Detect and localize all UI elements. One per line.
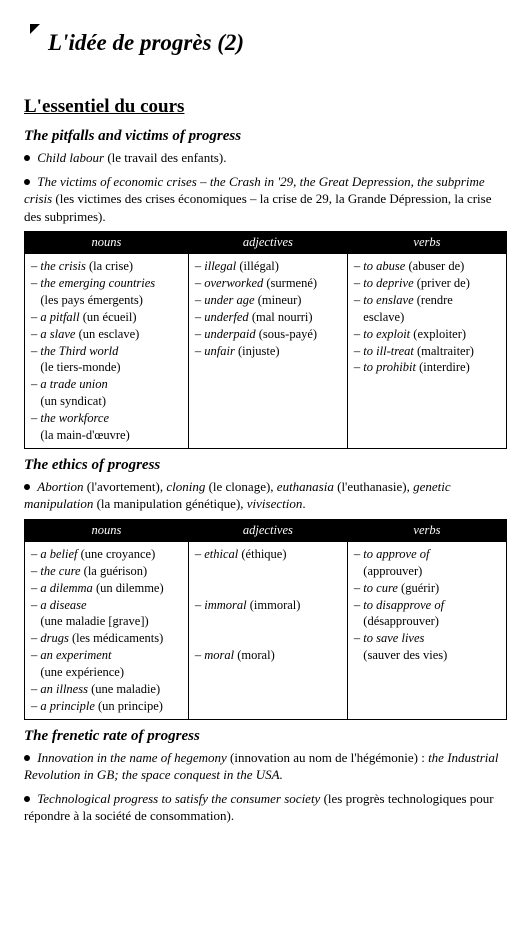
table-cell: – the crisis (la crise) – the emerging c… — [25, 254, 189, 449]
bullet-icon — [24, 155, 30, 161]
bullet-icon — [24, 796, 30, 802]
chapter-title: L'idée de progrès (2) — [48, 30, 507, 56]
body-paragraph: Child labour (le travail des enfants). — [24, 149, 507, 167]
vocab-table: nounsadjectivesverbs – the crisis (la cri… — [24, 231, 507, 449]
bullet-icon — [24, 484, 30, 490]
table-header: adjectives — [188, 232, 347, 254]
table-header: verbs — [347, 519, 506, 541]
sub-heading: The frenetic rate of progress — [24, 728, 507, 745]
sub-heading: The pitfalls and victims of progress — [24, 128, 507, 145]
bullet-icon — [24, 755, 30, 761]
page: L'idée de progrès (2) L'essentiel du cou… — [0, 0, 531, 851]
content: The pitfalls and victims of progress Chi… — [24, 128, 507, 825]
table-header: adjectives — [188, 519, 347, 541]
table-cell: – to abuse (abuser de) – to deprive (pri… — [347, 254, 506, 449]
body-paragraph: Abortion (l'avortement), cloning (le clo… — [24, 478, 507, 513]
table-cell: – to approve of (approuver) – to cure (g… — [347, 541, 506, 719]
body-paragraph: Innovation in the name of hegemony (inno… — [24, 749, 507, 784]
section-heading: L'essentiel du cours — [24, 96, 507, 118]
body-paragraph: Technological progress to satisfy the co… — [24, 790, 507, 825]
table-cell: – illegal (illégal) – overworked (surmen… — [188, 254, 347, 449]
vocab-table: nounsadjectivesverbs – a belief (une croy… — [24, 519, 507, 720]
table-cell: – a belief (une croyance) – the cure (la… — [25, 541, 189, 719]
bullet-icon — [24, 179, 30, 185]
table-row: – the crisis (la crise) – the emerging c… — [25, 254, 507, 449]
table-header: nouns — [25, 519, 189, 541]
sub-heading: The ethics of progress — [24, 457, 507, 474]
table-header: nouns — [25, 232, 189, 254]
table-row: – a belief (une croyance) – the cure (la… — [25, 541, 507, 719]
body-paragraph: The victims of economic crises – the Cra… — [24, 173, 507, 226]
table-header: verbs — [347, 232, 506, 254]
table-cell: – ethical (éthique) – immoral (immoral) … — [188, 541, 347, 719]
